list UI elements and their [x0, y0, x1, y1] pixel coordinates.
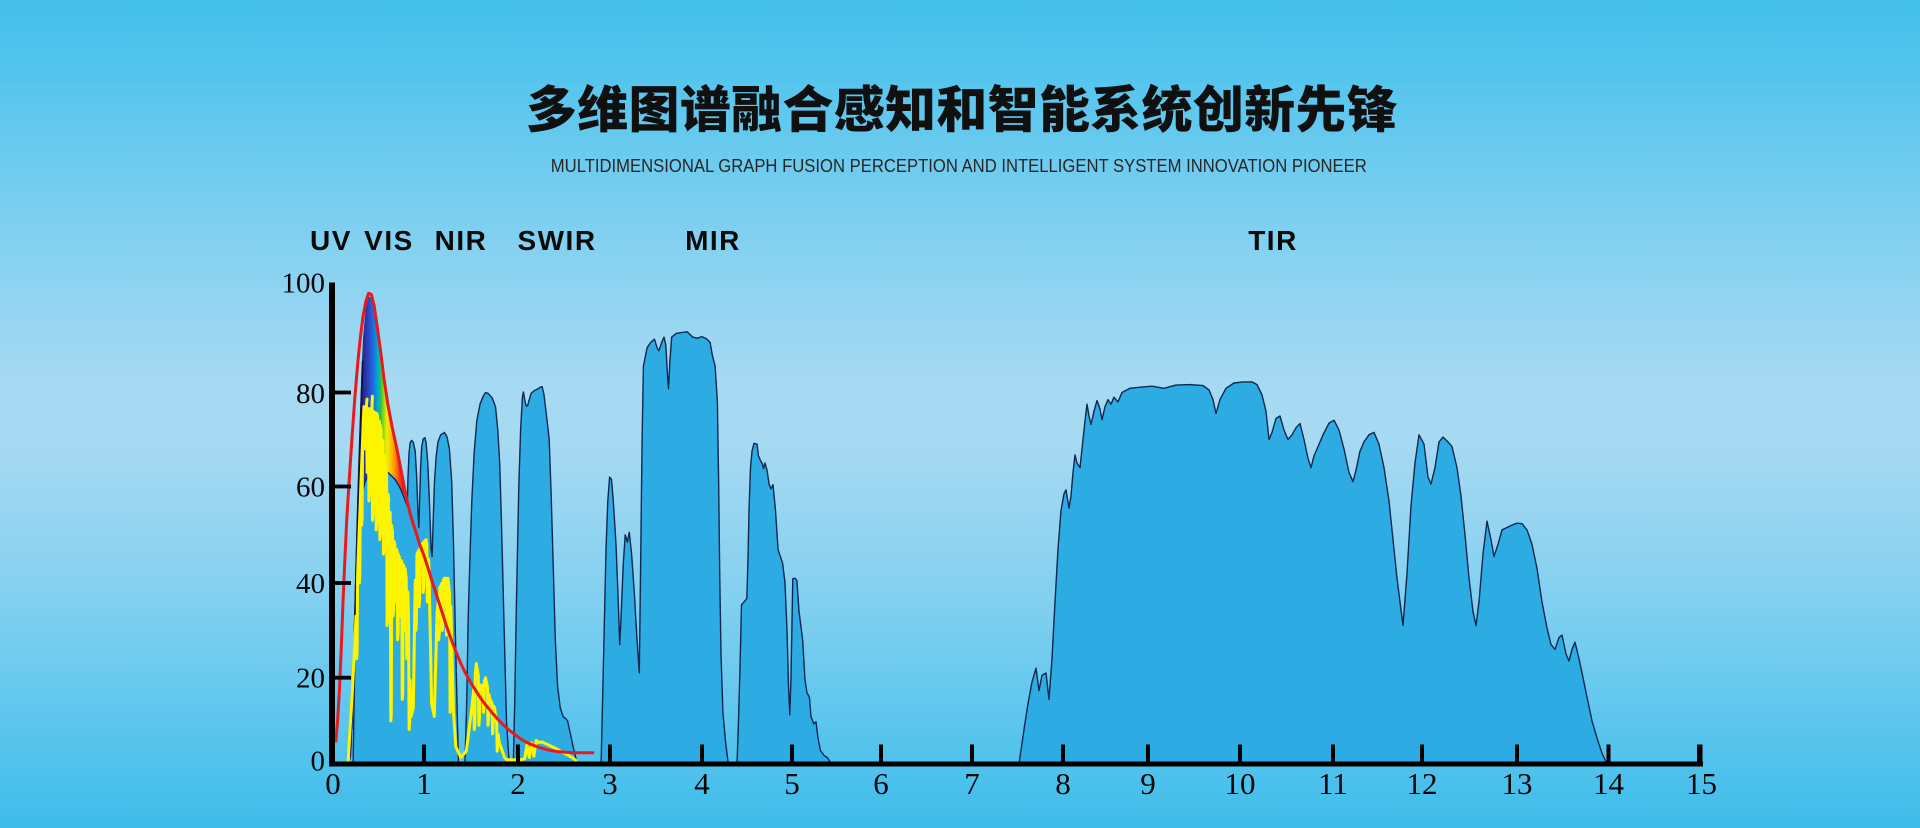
svg-text:NIR: NIR — [435, 225, 488, 256]
svg-text:2: 2 — [510, 766, 526, 801]
svg-text:20: 20 — [296, 663, 325, 695]
svg-text:TIR: TIR — [1248, 225, 1298, 256]
svg-text:11: 11 — [1318, 766, 1348, 801]
svg-text:15: 15 — [1686, 766, 1717, 801]
svg-text:UV: UV — [310, 225, 352, 256]
svg-text:13: 13 — [1502, 766, 1533, 801]
svg-text:6: 6 — [873, 766, 889, 801]
svg-text:100: 100 — [282, 268, 326, 300]
svg-text:80: 80 — [296, 378, 325, 410]
svg-text:60: 60 — [296, 472, 325, 504]
svg-text:40: 40 — [296, 568, 325, 600]
svg-text:10: 10 — [1225, 766, 1256, 801]
svg-text:8: 8 — [1055, 766, 1071, 801]
svg-text:14: 14 — [1593, 766, 1625, 801]
svg-text:0: 0 — [311, 746, 326, 778]
svg-text:5: 5 — [784, 766, 800, 801]
svg-text:SWIR: SWIR — [517, 225, 596, 256]
svg-text:7: 7 — [964, 766, 980, 801]
svg-text:MIR: MIR — [685, 225, 741, 256]
svg-text:3: 3 — [602, 766, 618, 801]
svg-text:0: 0 — [325, 766, 341, 801]
svg-text:12: 12 — [1407, 766, 1438, 801]
svg-text:MULTIDIMENSIONAL GRAPH FUSION: MULTIDIMENSIONAL GRAPH FUSION PERCEPTION… — [551, 155, 1367, 176]
svg-text:VIS: VIS — [364, 225, 414, 256]
svg-text:9: 9 — [1140, 766, 1156, 801]
svg-text:4: 4 — [694, 766, 710, 801]
svg-text:1: 1 — [416, 766, 432, 801]
